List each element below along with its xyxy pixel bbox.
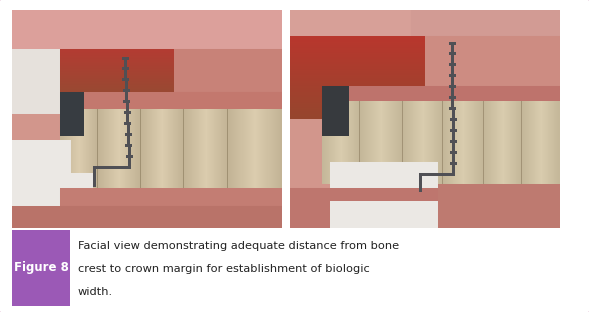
Text: width.: width.: [78, 287, 113, 297]
Text: Figure 8: Figure 8: [14, 261, 68, 275]
Text: crest to crown margin for establishment of biologic: crest to crown margin for establishment …: [78, 264, 370, 274]
Text: Facial view demonstrating adequate distance from bone: Facial view demonstrating adequate dista…: [78, 241, 399, 251]
Bar: [12, 230, 70, 306]
